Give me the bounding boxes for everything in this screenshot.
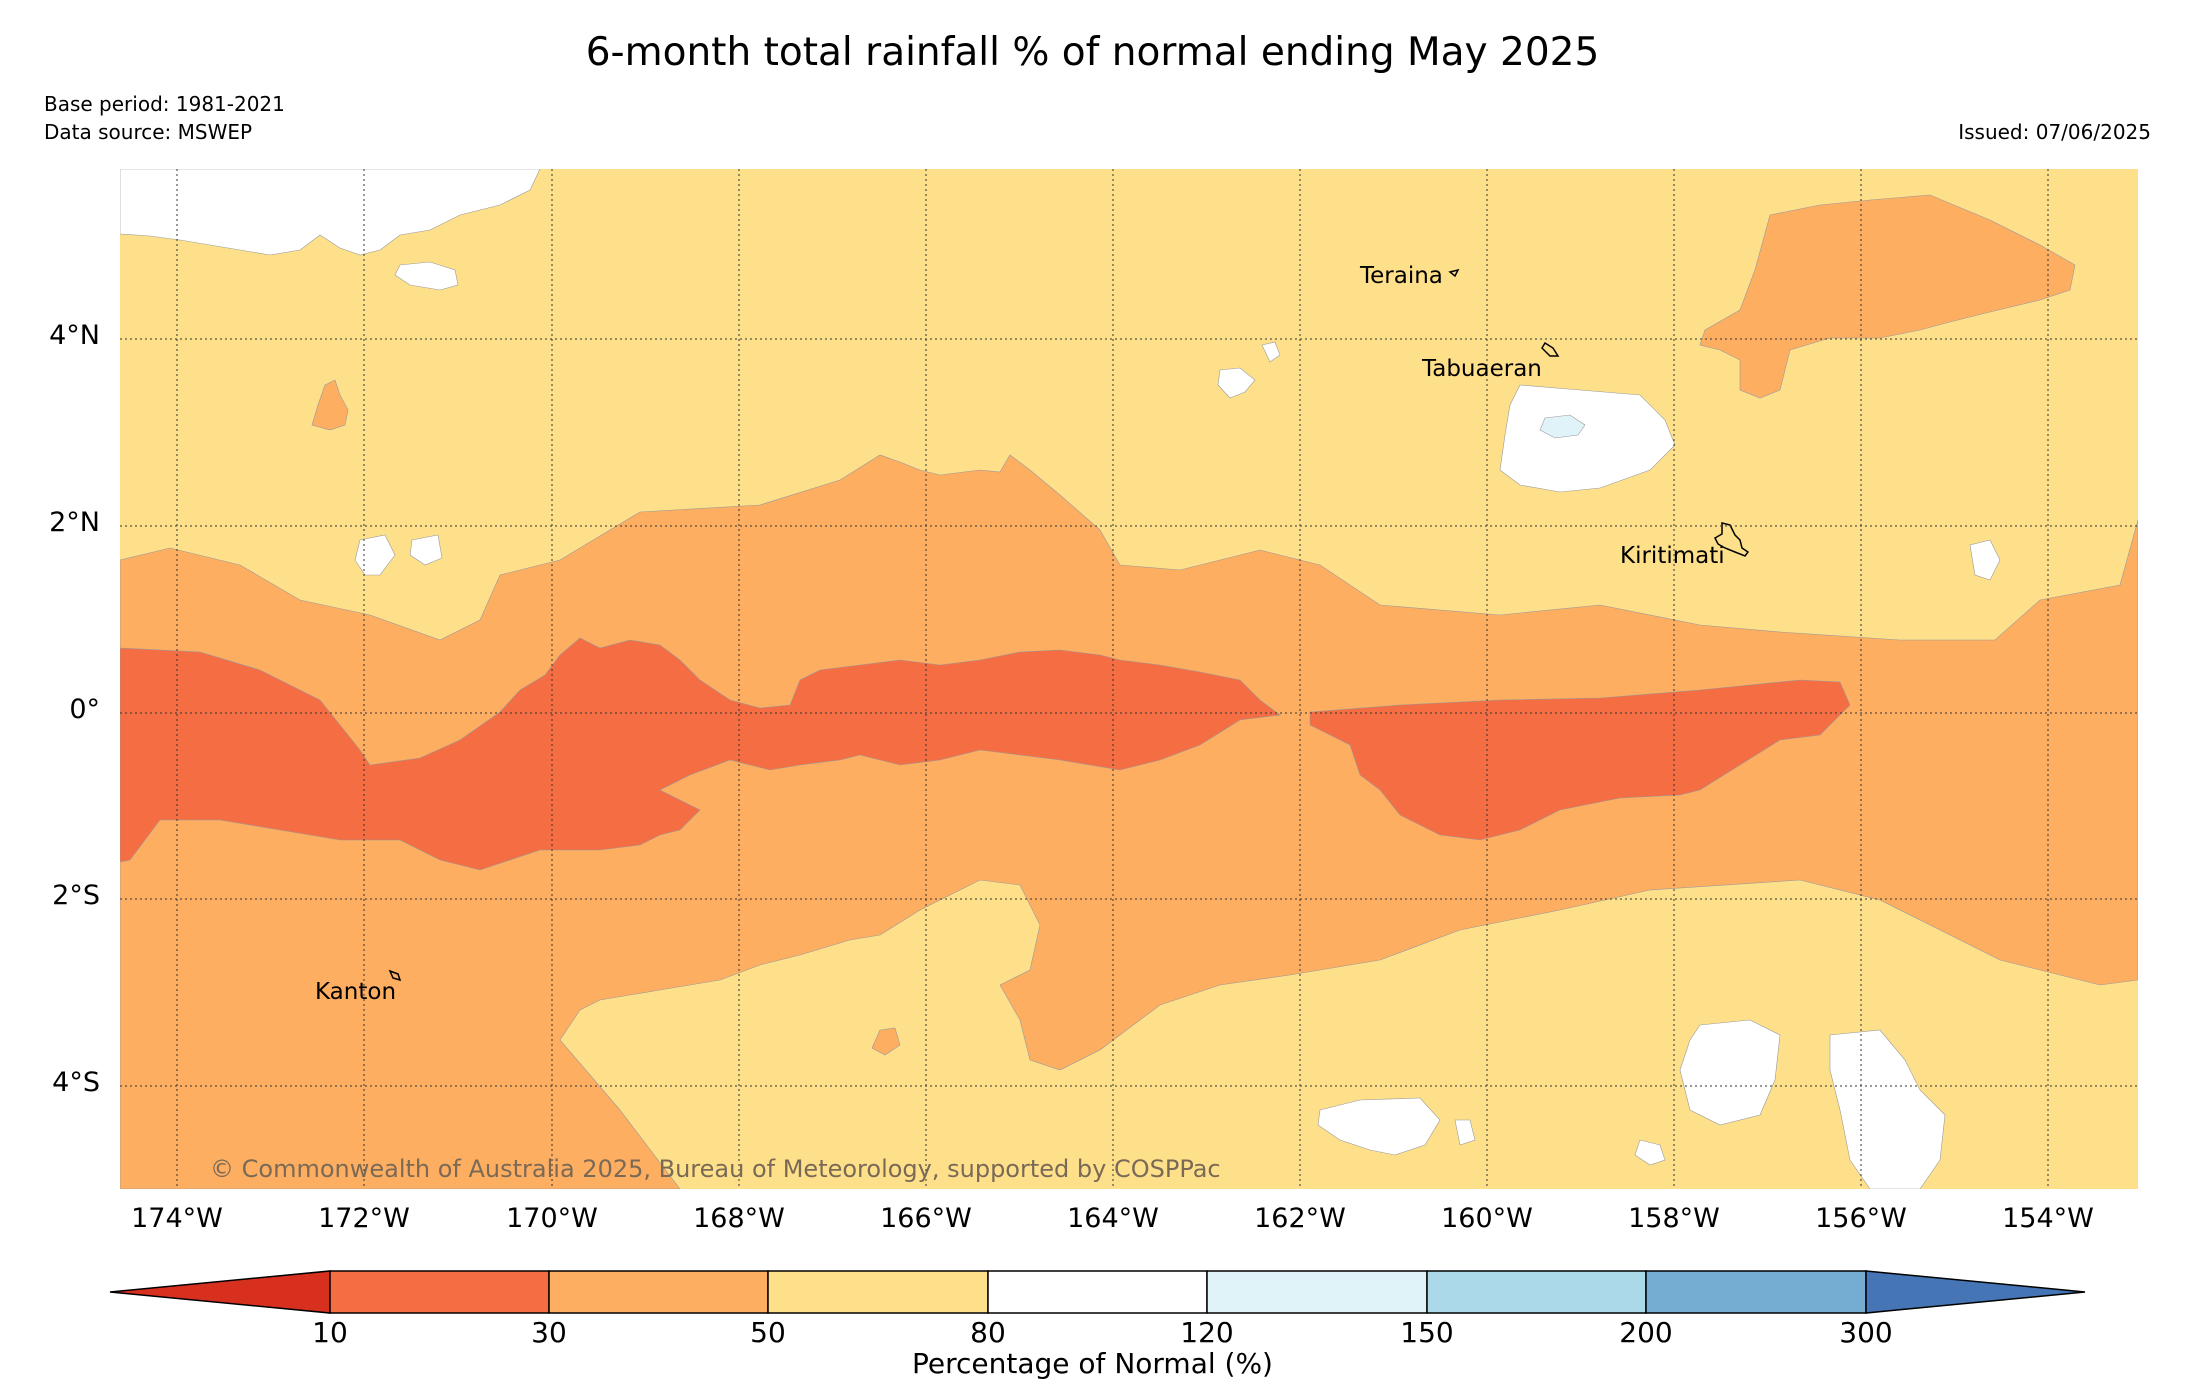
colorbar-tick: 200 xyxy=(1619,1316,1673,1349)
island-kanton xyxy=(388,969,402,982)
island-teraina xyxy=(1448,268,1460,278)
lon-label: 170°W xyxy=(506,1203,598,1234)
band-80-120 xyxy=(1679,1019,1781,1126)
lat-label: 4°S xyxy=(52,1067,100,1098)
colorbar-label: Percentage of Normal (%) xyxy=(912,1347,1273,1380)
band-10-30-east xyxy=(1309,679,1851,841)
band-80-120 xyxy=(1317,1097,1441,1156)
lon-label: 168°W xyxy=(693,1203,785,1234)
colorbar-tick: 30 xyxy=(531,1316,567,1349)
lat-label: 2°N xyxy=(49,507,100,538)
band-80-120 xyxy=(409,534,443,566)
band-30-50-ne xyxy=(1699,194,2076,399)
map-area xyxy=(120,169,2138,1189)
colorbar-segment-lt10 xyxy=(109,1270,331,1314)
band-10-30-west xyxy=(120,637,1281,871)
band-30-50-patch xyxy=(311,379,349,431)
band-80-120 xyxy=(1454,1119,1476,1146)
band-80-120 xyxy=(1499,384,1676,493)
colorbar-segment-120-150 xyxy=(1206,1270,1428,1314)
lon-label: 154°W xyxy=(2002,1203,2094,1234)
colorbar-segment-10-30 xyxy=(329,1270,550,1314)
island-tabuaeran xyxy=(1541,341,1560,357)
band-80-120 xyxy=(1217,367,1256,399)
band-80-120 xyxy=(1829,1029,1946,1189)
lat-label: 4°N xyxy=(49,320,100,351)
lon-label: 174°W xyxy=(131,1203,223,1234)
colorbar-segment-gt300 xyxy=(1865,1270,2086,1314)
issued-date: Issued: 07/06/2025 xyxy=(1958,120,2151,144)
place-label-kiritimati: Kiritimati xyxy=(1620,543,1725,569)
graticule xyxy=(120,169,2138,1189)
island-kiritimati xyxy=(1714,522,1750,557)
lon-label: 172°W xyxy=(318,1203,410,1234)
band-80-120 xyxy=(1634,1139,1666,1166)
colorbar xyxy=(109,1270,2086,1314)
data-source: Data source: MSWEP xyxy=(44,120,253,144)
lat-label: 2°S xyxy=(52,880,100,911)
colorbar-tick: 150 xyxy=(1400,1316,1454,1349)
colorbar-segment-200-300 xyxy=(1645,1270,1867,1314)
place-label-tabuaeran: Tabuaeran xyxy=(1422,356,1542,382)
place-label-teraina: Teraina xyxy=(1360,263,1443,289)
colorbar-segment-30-50 xyxy=(548,1270,769,1314)
band-80-120 xyxy=(120,169,541,256)
lon-label: 164°W xyxy=(1067,1203,1159,1234)
lon-label: 160°W xyxy=(1441,1203,1533,1234)
lon-label: 166°W xyxy=(880,1203,972,1234)
band-80-120 xyxy=(1261,341,1281,363)
band-120-150 xyxy=(1539,414,1586,439)
band-30-50-patch xyxy=(871,1027,901,1056)
lon-label: 158°W xyxy=(1628,1203,1720,1234)
base-period: Base period: 1981-2021 xyxy=(44,92,285,116)
colorbar-segment-80-120 xyxy=(987,1270,1208,1314)
colorbar-segment-150-200 xyxy=(1426,1270,1647,1314)
lon-label: 156°W xyxy=(1815,1203,1907,1234)
copyright-notice: © Commonwealth of Australia 2025, Bureau… xyxy=(210,1155,1221,1183)
colorbar-tick: 120 xyxy=(1180,1316,1234,1349)
map-title: 6-month total rainfall % of normal endin… xyxy=(585,30,1600,75)
colorbar-tick: 80 xyxy=(970,1316,1006,1349)
place-label-kanton: Kanton xyxy=(315,979,397,1005)
colorbar-segment-50-80 xyxy=(767,1270,989,1314)
band-30-50 xyxy=(120,454,2138,1189)
lat-label: 0° xyxy=(69,694,100,725)
band-80-120 xyxy=(354,534,396,576)
band-80-120 xyxy=(1969,539,2001,581)
lon-label: 162°W xyxy=(1254,1203,1346,1234)
colorbar-tick: 300 xyxy=(1839,1316,1893,1349)
colorbar-tick: 10 xyxy=(312,1316,348,1349)
band-80-120 xyxy=(394,261,459,291)
colorbar-tick: 50 xyxy=(750,1316,786,1349)
